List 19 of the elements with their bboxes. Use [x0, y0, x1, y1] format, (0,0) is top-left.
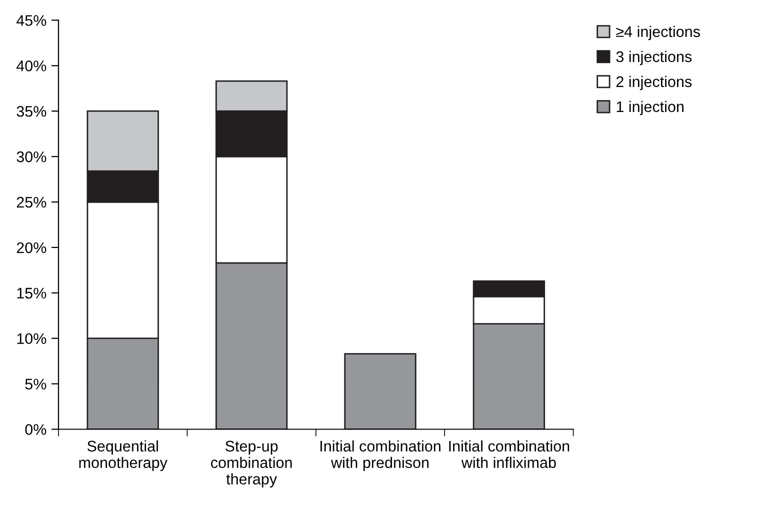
y-tick-label: 30%: [16, 151, 46, 162]
y-tick-label: 10%: [17, 333, 46, 344]
legend-label: 2 injections: [616, 76, 692, 90]
y-tick-label: 45%: [16, 15, 46, 26]
y-tick-label: 40%: [16, 60, 46, 72]
y-tick-label: 0%: [25, 424, 46, 435]
y-tick-label: 35%: [16, 106, 46, 117]
y-tick-label: 15%: [17, 288, 46, 299]
y-tick-label: 5%: [25, 378, 46, 390]
y-tick-label: 20%: [16, 242, 46, 254]
legend-label: ≥4 injections: [616, 26, 700, 40]
x-tick-label: Initial combination with prednison: [320, 440, 440, 472]
x-tick-label: Sequential monotherapy: [79, 440, 168, 472]
legend-label: 3 injections: [616, 50, 692, 66]
x-tick-label: Initial combination with infliximab: [449, 440, 570, 468]
legend-label: 1 injection: [616, 100, 684, 116]
x-tick-label: Step-up combination therapy: [211, 440, 292, 488]
y-tick-label: 25%: [16, 196, 46, 208]
bar: [344, 353, 416, 430]
